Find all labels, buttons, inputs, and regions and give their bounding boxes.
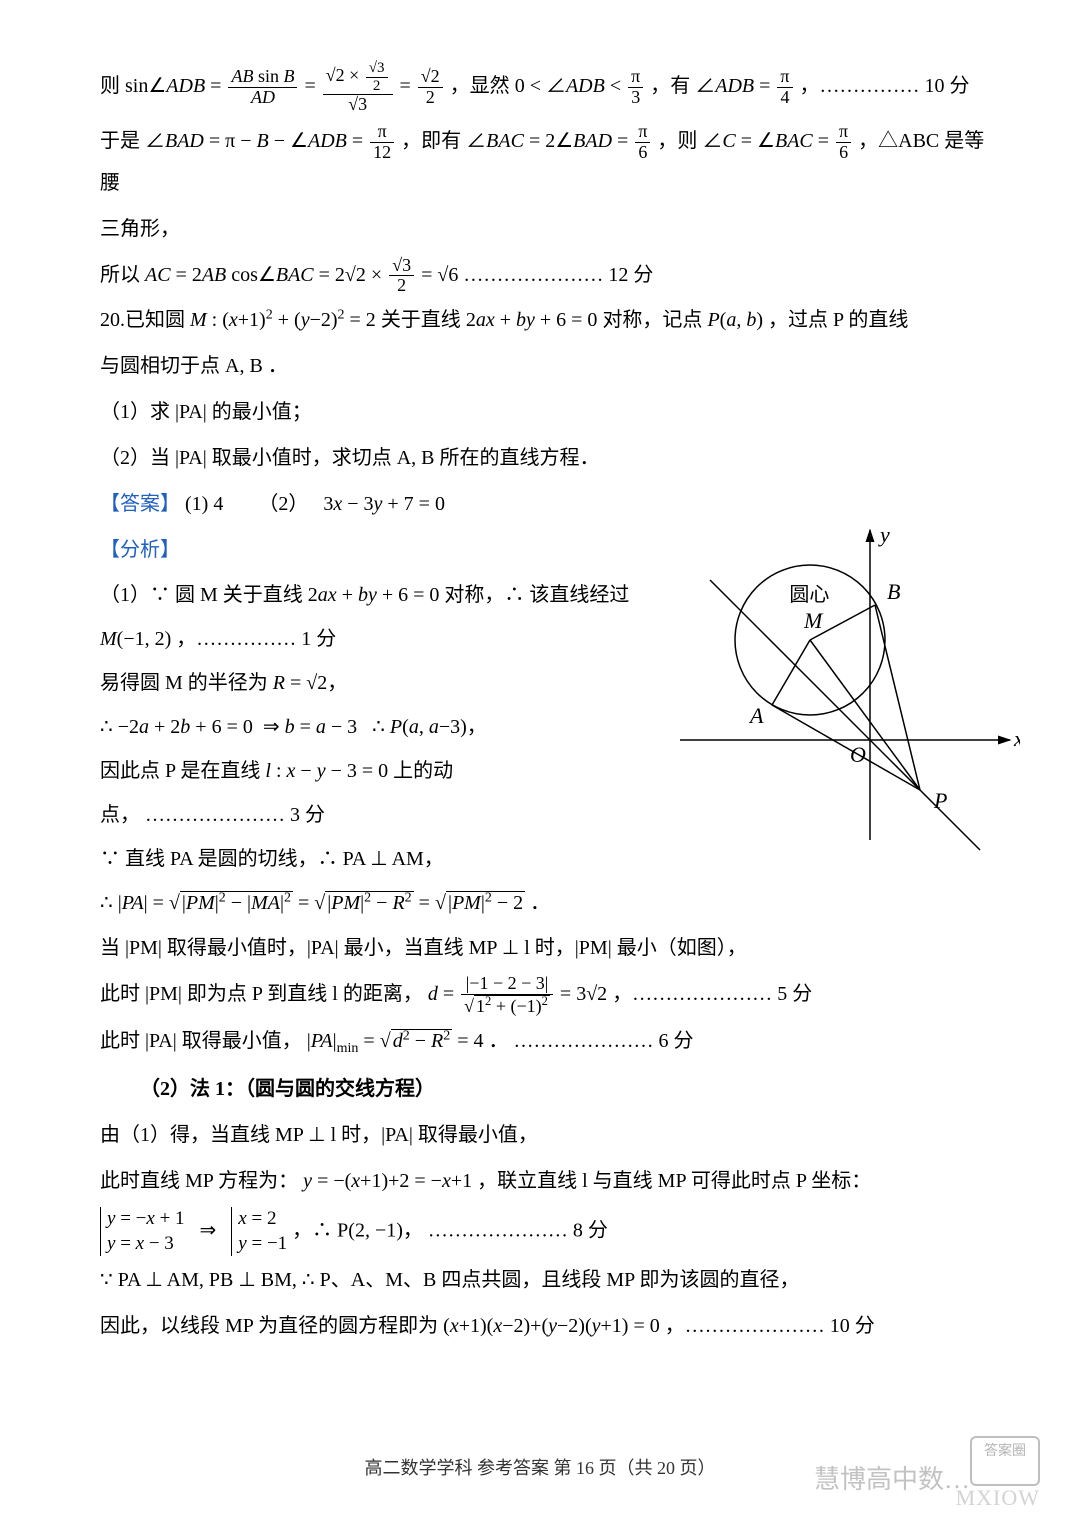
part2-head: （2）法 1：（圆与圆的交线方程） bbox=[100, 1069, 990, 1109]
q20-sub1: （1）求 |PA| 的最小值； bbox=[100, 392, 990, 432]
text: ，显然 bbox=[450, 75, 515, 97]
part2-l4: ∵ PA ⊥ AM, PB ⊥ BM, ∴ P、A、M、B 四点共圆，且线段 M… bbox=[100, 1260, 990, 1300]
score: 5 分 bbox=[777, 983, 812, 1005]
step-ac: 所以 AC = 2AB cos∠BAC = 2√2 × √32 = √6 ………… bbox=[100, 255, 990, 297]
part2-l5: 因此，以线段 MP 为直径的圆方程即为 (x+1)(x−2)+(y−2)(y+1… bbox=[100, 1306, 990, 1346]
part2-l1: 由（1）得，当直线 MP ⊥ l 时，|PA| 取得最小值， bbox=[100, 1115, 990, 1155]
watermark-url: MXIOW bbox=[956, 1476, 1040, 1520]
q20-stem-1: 20.已知圆 M : (x+1)2 + (y−2)2 = 2 关于直线 2ax … bbox=[100, 300, 990, 340]
svg-text:B: B bbox=[887, 579, 900, 604]
score: 10 分 bbox=[830, 1315, 875, 1337]
score: 6 分 bbox=[658, 1030, 693, 1052]
answer-label: 【答案】 bbox=[100, 493, 180, 515]
ana-10: 此时 |PM| 即为点 P 到直线 l 的距离， d = |−1 − 2 − 3… bbox=[100, 974, 990, 1017]
score: 10 分 bbox=[925, 75, 970, 97]
ana-8: ∴ |PA| = √|PM|2 − |MA|2 = √|PM|2 − R2 = … bbox=[100, 884, 990, 922]
q20-sub2: （2）当 |PA| 取最小值时，求切点 A, B 所在的直线方程． bbox=[100, 438, 990, 478]
text: ，有 bbox=[650, 75, 695, 97]
part2-l2: 此时直线 MP 方程为： y = −(x+1)+2 = −x+1 ，联立直线 l… bbox=[100, 1161, 990, 1201]
svg-text:O: O bbox=[850, 742, 866, 767]
score: 1 分 bbox=[301, 628, 336, 650]
step-sin-adb: 则 sin∠ADB = AB sin BAD = √2 × √32 √3 = √… bbox=[100, 60, 990, 115]
svg-text:y: y bbox=[878, 522, 890, 547]
q20-stem-2: 与圆相切于点 A, B ． bbox=[100, 346, 990, 386]
text: 则 bbox=[100, 75, 125, 97]
score: 3 分 bbox=[290, 804, 325, 826]
step-bad-2: 三角形， bbox=[100, 209, 990, 249]
part2-system: y = −x + 1 y = x − 3 ⇒ x = 2 y = −1 ，∴ P… bbox=[100, 1207, 990, 1256]
svg-text:A: A bbox=[748, 703, 764, 728]
score: 12 分 bbox=[608, 264, 653, 286]
watermark-text: 慧博高中数… bbox=[814, 1454, 970, 1506]
svg-text:P: P bbox=[933, 788, 947, 813]
geometry-diagram: M A B P Ox y bbox=[620, 510, 1020, 870]
ana-9: 当 |PM| 取得最小值时，|PA| 最小，当直线 MP ⊥ l 时，|PM| … bbox=[100, 928, 990, 968]
ana-11: 此时 |PA| 取得最小值， |PA|min = √d2 − R2 = 4 ． … bbox=[100, 1021, 990, 1063]
svg-text:x: x bbox=[1013, 726, 1020, 751]
score: 8 分 bbox=[573, 1219, 608, 1241]
svg-text:M: M bbox=[803, 608, 824, 633]
dots: ，…………… bbox=[800, 75, 920, 97]
step-bad: 于是 ∠BAD = π − B − ∠ADB = π12 ，即有 ∠BAC = … bbox=[100, 121, 990, 203]
